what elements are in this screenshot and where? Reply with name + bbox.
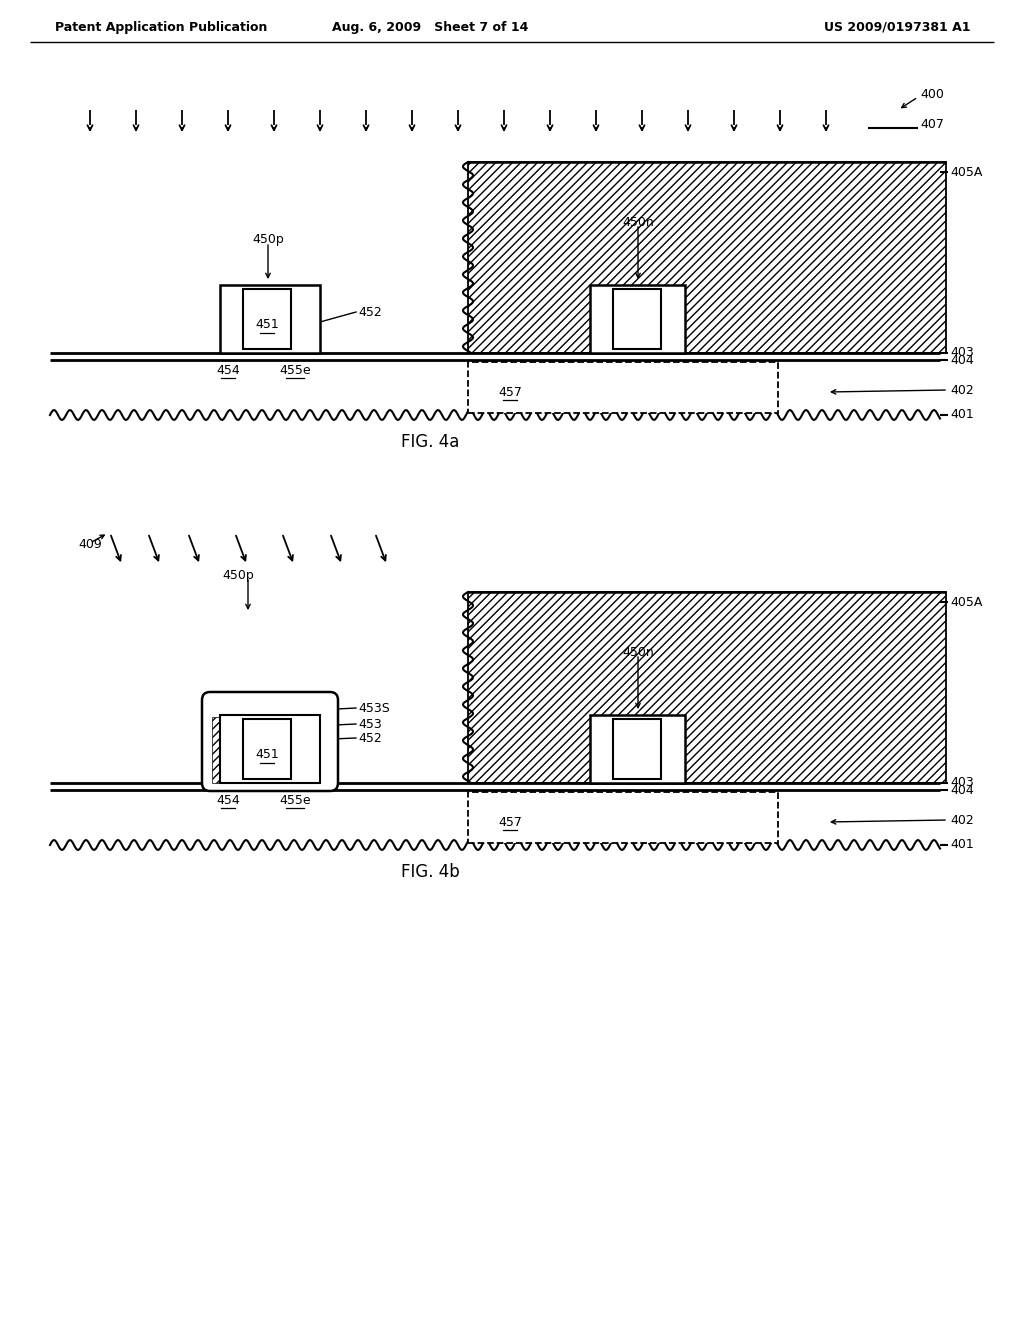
Bar (220, 715, 319, 783)
Bar (468, 792, 778, 843)
Text: Patent Application Publication: Patent Application Publication (55, 21, 267, 33)
Text: 407: 407 (920, 117, 944, 131)
Bar (468, 591, 946, 783)
Text: 409: 409 (78, 539, 101, 552)
Text: 403: 403 (950, 776, 974, 789)
Text: 452: 452 (358, 305, 382, 318)
Text: 402: 402 (950, 813, 974, 826)
Text: 451: 451 (255, 318, 279, 331)
Text: 454: 454 (216, 363, 240, 376)
Text: 453: 453 (358, 718, 382, 730)
Text: US 2009/0197381 A1: US 2009/0197381 A1 (823, 21, 970, 33)
Text: 402: 402 (950, 384, 974, 396)
Bar (590, 285, 685, 352)
Text: 451: 451 (255, 748, 279, 762)
Text: 450p: 450p (222, 569, 254, 582)
Text: 452: 452 (358, 731, 382, 744)
Text: 455e: 455e (280, 793, 311, 807)
Bar (243, 719, 291, 779)
Text: 450p: 450p (252, 234, 284, 247)
Text: 400: 400 (920, 88, 944, 102)
FancyBboxPatch shape (202, 692, 338, 791)
Text: 455e: 455e (280, 363, 311, 376)
Text: 450n: 450n (623, 215, 654, 228)
Bar (212, 717, 242, 783)
Text: 453S: 453S (358, 701, 390, 714)
Text: 457: 457 (498, 385, 522, 399)
Text: Aug. 6, 2009   Sheet 7 of 14: Aug. 6, 2009 Sheet 7 of 14 (332, 21, 528, 33)
Text: 401: 401 (950, 408, 974, 421)
Text: 457: 457 (498, 816, 522, 829)
Bar (243, 289, 291, 348)
Bar (468, 362, 778, 413)
Text: 454: 454 (216, 793, 240, 807)
Text: 450n: 450n (623, 645, 654, 659)
Text: FIG. 4b: FIG. 4b (400, 863, 460, 880)
Bar (468, 162, 946, 352)
Text: 405A: 405A (950, 595, 982, 609)
Bar (590, 715, 685, 783)
Bar (613, 289, 662, 348)
Bar (613, 719, 662, 779)
Text: FIG. 4a: FIG. 4a (400, 433, 459, 451)
Text: 405A: 405A (950, 165, 982, 178)
Bar (220, 285, 319, 352)
Text: 404: 404 (950, 354, 974, 367)
Text: 403: 403 (950, 346, 974, 359)
Text: 401: 401 (950, 838, 974, 851)
Text: 404: 404 (950, 784, 974, 796)
